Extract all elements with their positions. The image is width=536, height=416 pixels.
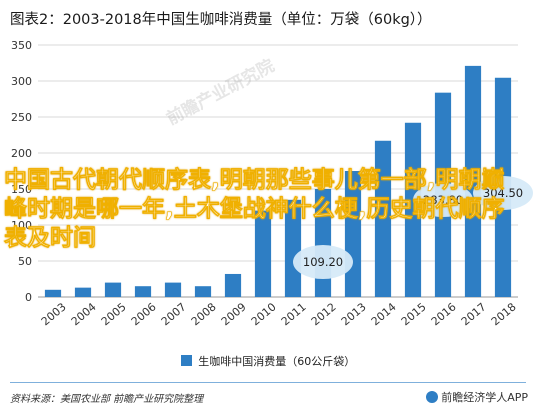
bar	[164, 282, 182, 297]
x-tick-label: 2005	[99, 300, 129, 328]
bar	[374, 140, 392, 297]
footer-divider	[10, 382, 526, 383]
y-tick-label: 300	[11, 75, 32, 88]
data-label: 304.50	[483, 186, 523, 200]
bars	[44, 65, 512, 297]
x-tick-label: 2012	[309, 300, 339, 328]
chart-title: 图表2：2003-2018年中国生咖啡消费量（单位：万袋（60kg））	[10, 12, 432, 28]
bar	[74, 287, 92, 297]
y-tick-label: 250	[11, 111, 32, 124]
data-label-bubble	[473, 176, 533, 210]
y-tick-label: 150	[11, 183, 32, 196]
source-note: 资料来源：美国农业部 前瞻产业研究院整理	[10, 394, 204, 405]
x-tick-label: 2015	[399, 300, 429, 328]
y-tick-label: 100	[11, 219, 32, 232]
y-tick-label: 350	[11, 39, 32, 52]
data-label: 283.80	[423, 193, 463, 207]
x-axis-ticks: 2003 2004 2005 2006 2007 2008 2009 2010 2011 2012…	[39, 300, 519, 328]
overlay-caption: 中国古代朝代顺序表,明朝那些事儿第一部,明朝巅峰时期是哪一年,土木堡战神什么梗,…	[4, 167, 505, 252]
x-tick-label: 2011	[279, 300, 309, 328]
bar	[134, 286, 152, 297]
brand-logo-icon	[426, 391, 439, 403]
brand-badge: 前瞻经济学人APP	[426, 389, 528, 405]
bar	[254, 210, 272, 297]
data-labels: 109.20 283.80 304.50	[293, 176, 533, 279]
x-tick-label: 2009	[219, 300, 249, 328]
x-tick-label: 2013	[339, 300, 369, 328]
x-tick-label: 2004	[69, 300, 99, 328]
y-axis-ticks: 0 50 100 150 200 250 300 350	[11, 39, 32, 304]
x-tick-label: 2016	[429, 300, 459, 328]
y-tick-label: 200	[11, 147, 32, 160]
data-label-bubble	[413, 183, 473, 217]
x-tick-label: 2017	[459, 300, 489, 328]
legend-swatch	[180, 355, 192, 366]
x-tick-label: 2008	[189, 300, 219, 328]
bar	[44, 289, 62, 297]
x-tick-label: 2003	[39, 300, 69, 328]
y-tick-label: 50	[18, 255, 32, 268]
legend-label: 生咖啡中国消费量（60公斤袋）	[198, 355, 356, 368]
bar	[284, 199, 302, 297]
x-tick-label: 2007	[159, 300, 189, 328]
x-tick-label: 2014	[369, 300, 399, 328]
bar	[194, 286, 212, 297]
legend: 生咖啡中国消费量（60公斤袋）	[0, 353, 536, 369]
x-tick-label: 2010	[249, 300, 279, 328]
brand-label: 前瞻经济学人APP	[441, 391, 528, 404]
data-label: 109.20	[303, 255, 343, 269]
data-label-bubble	[293, 245, 353, 279]
x-tick-label: 2018	[489, 300, 519, 328]
bar	[464, 65, 482, 297]
bar	[104, 282, 122, 297]
bar	[404, 122, 422, 297]
y-tick-label: 0	[25, 291, 32, 304]
x-tick-label: 2006	[129, 300, 159, 328]
bar	[224, 273, 242, 297]
